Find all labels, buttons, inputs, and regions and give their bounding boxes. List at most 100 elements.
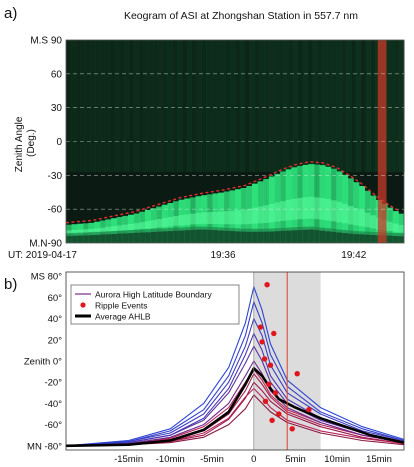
keogram-horizon-strip (387, 232, 394, 243)
ripple-event-point (306, 407, 312, 413)
keogram-horizon-strip (212, 227, 219, 243)
keogram-horizon-strip (116, 230, 123, 243)
keogram-aurora-core (82, 229, 89, 234)
keogram-sky-column (273, 40, 279, 172)
keogram-sky-column (104, 40, 110, 172)
keogram-horizon-strip (325, 228, 332, 243)
keogram-aurora-strip (94, 221, 101, 235)
keogram-aurora-core (297, 197, 304, 220)
keogram-sky-column (370, 40, 376, 172)
keogram-aurora-core (161, 218, 168, 227)
panel-b: b) MS 80°60°40°20°Zenith 0°-20°-40°-60°M… (4, 271, 405, 465)
keogram-sky-column (225, 40, 231, 172)
keogram-sky-column (220, 40, 226, 172)
keogram-aurora-core (71, 230, 78, 234)
ahlb-legend: Aurora High Latitude Boundary Ripple Eve… (70, 284, 240, 325)
ahlb-x-tick-label: -15min (114, 454, 143, 465)
keogram-aurora-core (319, 197, 326, 220)
keogram-aurora-strip (302, 164, 309, 230)
keogram-horizon-strip (184, 227, 191, 243)
ahlb-x-tick-label: -10min (156, 454, 185, 465)
keogram-horizon-strip (268, 228, 275, 243)
keogram-aurora-core (302, 197, 309, 219)
ripple-event-point (262, 398, 269, 404)
keogram-aurora-core (173, 216, 180, 226)
keogram-sky-column (326, 40, 333, 172)
keogram-horizon-strip (229, 228, 236, 243)
keogram-horizon-strip (223, 227, 230, 243)
keogram-aurora-core (111, 226, 118, 232)
keogram-sky-column (230, 40, 236, 172)
keogram-aurora-core (313, 197, 320, 220)
ripple-event-point (276, 411, 282, 417)
keogram-y-tick-label: 0 (56, 137, 62, 148)
legend-box (70, 284, 240, 325)
keogram-sky-column (148, 40, 154, 172)
legend-ripple-label: Ripple Events (95, 301, 147, 311)
aurora-boundary-dashed-line (65, 161, 400, 224)
keogram-aurora-core (66, 230, 73, 235)
keogram-aurora-core (184, 214, 191, 225)
keogram-aurora-core (325, 199, 332, 221)
ahlb-y-tick-label: MS 80° (31, 272, 62, 283)
keogram-x-tick-labels: 19:36 19:42 (210, 250, 366, 261)
keogram-sky-column (244, 40, 251, 172)
keogram-aurora-core (189, 213, 196, 225)
keogram-sky-column (85, 40, 91, 172)
keogram-aurora-core (229, 210, 236, 225)
keogram-aurora-core (392, 223, 399, 232)
keogram-aurora-strip (150, 208, 157, 232)
keogram-aurora-strip (77, 223, 84, 236)
keogram-sky-column (172, 40, 178, 172)
keogram-aurora-core (201, 212, 208, 224)
panel-a: a) Keogram of ASI at Zhongshan Station i… (4, 5, 405, 261)
keogram-aurora-strip (99, 220, 106, 235)
keogram-sky-column (321, 40, 328, 172)
keogram-sky-column (375, 40, 381, 172)
keogram-aurora-strip (330, 168, 337, 232)
keogram-horizon-strip (77, 232, 84, 243)
keogram-horizon-strip (133, 229, 140, 243)
keogram-aurora-core (257, 206, 264, 224)
keogram-aurora-core (235, 210, 242, 225)
keogram-sky-column (312, 40, 318, 172)
keogram-sky-column (249, 40, 255, 172)
keogram-sky-column (167, 40, 173, 172)
ahlb-y-tick-label: Zenith 0° (24, 357, 62, 368)
keogram-horizon-strip (319, 227, 326, 243)
keogram-aurora-core (280, 201, 287, 221)
keogram-sky-column (399, 40, 405, 172)
keogram-aurora-core (178, 215, 185, 226)
ripple-event-point (271, 330, 277, 337)
keogram-horizon-strip (173, 227, 180, 243)
keogram-horizon-strip (94, 231, 101, 243)
keogram-sky-column (201, 40, 207, 172)
keogram-aurora-strip (251, 183, 258, 232)
keogram-horizon-strip (240, 228, 247, 243)
keogram-horizon-strip (105, 231, 112, 243)
keogram-sky-column (394, 40, 400, 172)
keogram-sky-column (288, 40, 294, 172)
keogram-horizon-strip (195, 226, 202, 243)
keogram-x-tick-label: 19:42 (341, 250, 366, 261)
keogram-sky-column (177, 40, 183, 172)
keogram-horizon-strip (370, 232, 377, 243)
keogram-sky-column (157, 40, 164, 172)
keogram-sky-column (254, 40, 260, 172)
legend-ripple-swatch (80, 302, 86, 308)
keogram-aurora-strip (184, 198, 191, 231)
keogram-sky-column (384, 40, 391, 172)
keogram-sky-column (80, 40, 86, 172)
keogram-aurora-core (128, 223, 135, 230)
keogram-sky-column (317, 40, 323, 172)
ripple-event-point (267, 362, 274, 368)
keogram-horizon-strip (128, 230, 135, 243)
keogram-date-label: UT: 2019-04-17 (8, 250, 77, 261)
keogram-sky-column (133, 40, 139, 172)
keogram-horizon-strip (122, 230, 129, 243)
keogram-aurora-core (223, 211, 230, 225)
keogram-aurora-strip (313, 164, 320, 231)
keogram-horizon-strip (150, 228, 157, 243)
keogram-aurora-core (139, 222, 146, 229)
keogram-horizon-strip (144, 229, 151, 243)
